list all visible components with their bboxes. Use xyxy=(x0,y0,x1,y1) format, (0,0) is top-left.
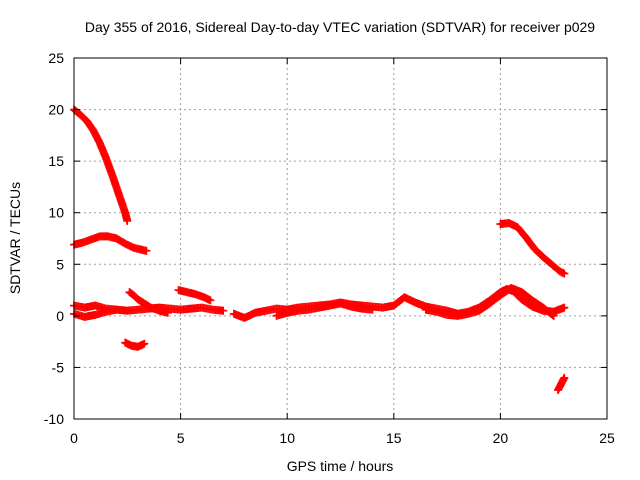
data-point xyxy=(112,305,121,314)
y-tick-label: -10 xyxy=(44,411,64,427)
y-tick-label: 15 xyxy=(48,153,64,169)
grid-lines xyxy=(74,58,607,419)
y-tick-label: 10 xyxy=(48,205,64,221)
y-tick-label: 20 xyxy=(48,102,64,118)
x-axis-label: GPS time / hours xyxy=(287,458,394,474)
data-point xyxy=(163,308,172,317)
y-tick-label: 0 xyxy=(56,308,64,324)
x-tick-label: 15 xyxy=(386,430,402,446)
data-point xyxy=(548,310,557,319)
data-point xyxy=(549,311,558,320)
x-tick-label: 10 xyxy=(279,430,295,446)
data-point xyxy=(142,246,151,255)
x-tick-labels: 0 5 10 15 20 25 xyxy=(70,430,615,446)
y-tick-label: 5 xyxy=(56,256,64,272)
x-tick-label: 20 xyxy=(493,430,509,446)
plot-frame xyxy=(73,57,608,420)
y-tick-label: 25 xyxy=(48,50,64,66)
data-point xyxy=(560,373,569,382)
axis-ticks xyxy=(73,57,608,420)
y-axis-label: SDTVAR / TECUs xyxy=(7,182,23,294)
x-tick-label: 0 xyxy=(70,430,78,446)
data-point xyxy=(368,305,377,314)
data-point xyxy=(140,339,149,348)
x-tick-label: 25 xyxy=(599,430,615,446)
data-points xyxy=(70,105,569,395)
chart-title: Day 355 of 2016, Sidereal Day-to-day VTE… xyxy=(85,19,595,35)
data-point xyxy=(560,269,569,278)
data-point xyxy=(219,306,228,315)
data-point xyxy=(206,296,215,305)
data-point xyxy=(560,303,569,312)
x-tick-label: 5 xyxy=(177,430,185,446)
data-point xyxy=(123,216,132,225)
y-tick-labels: -10 -5 0 5 10 15 20 25 xyxy=(44,50,64,427)
y-tick-label: -5 xyxy=(52,359,65,375)
